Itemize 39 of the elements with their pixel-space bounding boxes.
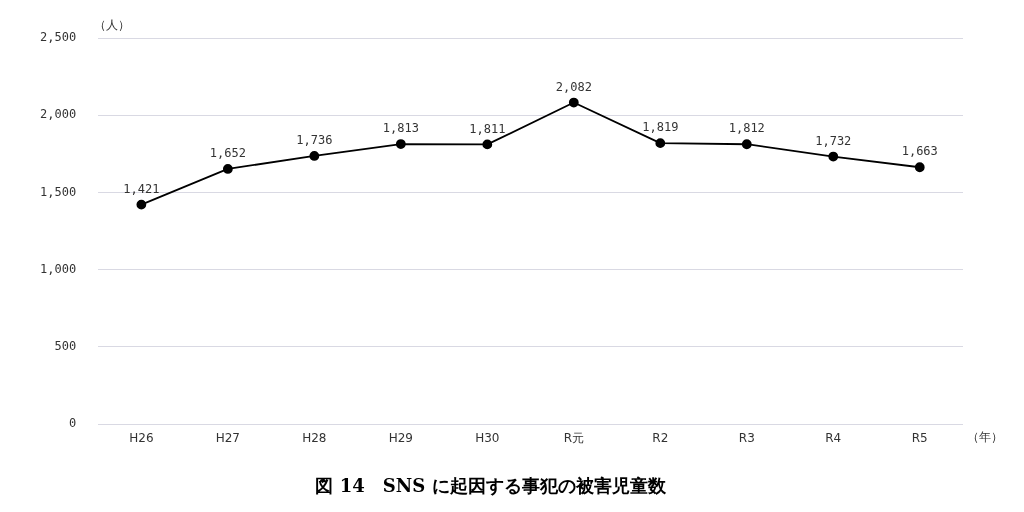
x-tick-label: H30 (475, 431, 500, 446)
text: 図 14 SNS に起因する事犯の被害児童数 (315, 474, 667, 496)
data-label: 1,812 (728, 121, 765, 136)
x-tick-label: H28 (302, 431, 327, 446)
data-label: 1,421 (123, 181, 160, 196)
x-tick-label: R5 (911, 431, 928, 446)
x-tick-label: R元 (563, 431, 584, 446)
data-label: 1,663 (901, 144, 938, 159)
data-label: 1,811 (469, 121, 506, 136)
data-label: 2,082 (555, 79, 592, 94)
point (568, 97, 579, 108)
point (482, 139, 493, 150)
x-tick-label: R2 (652, 431, 669, 446)
y-tick-label: 1,000 (40, 261, 77, 276)
point (828, 151, 839, 162)
data-label: 1,813 (382, 121, 419, 136)
point (222, 164, 233, 174)
point (309, 151, 320, 161)
y-tick-label: 500 (54, 338, 77, 353)
data-label: 1,736 (296, 133, 333, 148)
y-tick-label: 1,500 (40, 184, 77, 199)
y-axis-title: （人） (94, 18, 131, 33)
x-tick-label: H26 (129, 431, 154, 446)
point (655, 138, 666, 149)
x-tick-label: R4 (825, 431, 842, 446)
data-label: 1,732 (815, 133, 852, 148)
data-label: 1,652 (209, 146, 246, 161)
point (395, 139, 406, 149)
y-tick-label: 2,000 (40, 107, 77, 122)
y-tick-label: 2,500 (40, 30, 77, 45)
point (741, 139, 752, 150)
y-tick-label: 0 (68, 416, 77, 431)
point (136, 199, 147, 210)
x-tick-label: H27 (215, 431, 240, 446)
x-tick-label: H29 (388, 431, 413, 446)
x-tick-label: R3 (738, 431, 755, 446)
x-axis-title: （年） (967, 430, 1003, 445)
point (914, 162, 925, 173)
data-label: 1,819 (642, 120, 679, 135)
